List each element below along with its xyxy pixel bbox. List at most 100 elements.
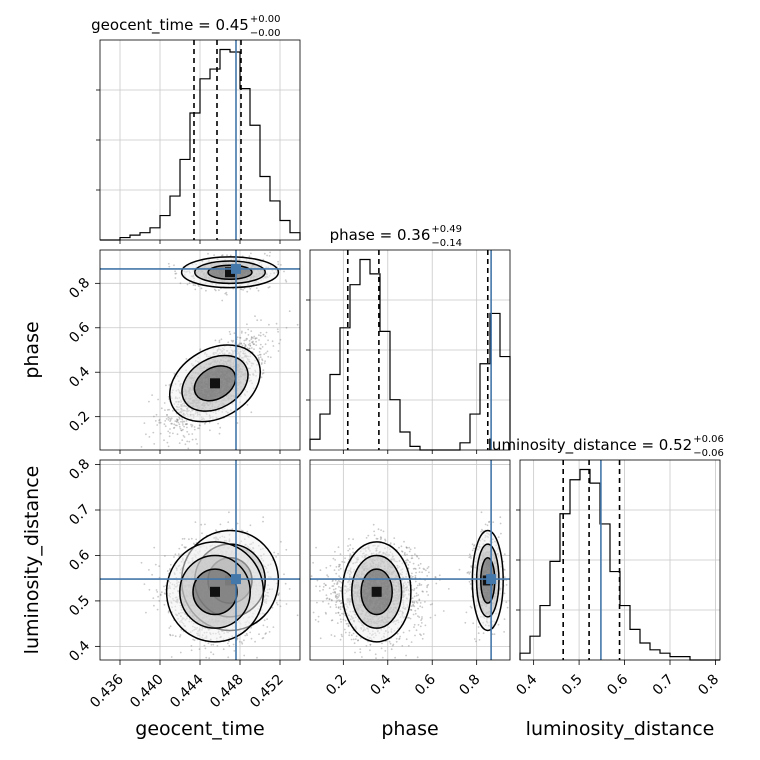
sample-point bbox=[284, 279, 287, 281]
sample-point bbox=[217, 422, 220, 425]
sample-point bbox=[224, 292, 227, 295]
sample-point bbox=[183, 420, 186, 423]
sample-point bbox=[170, 422, 173, 425]
sample-point bbox=[178, 416, 181, 419]
sample-point bbox=[209, 429, 211, 432]
sample-point bbox=[180, 429, 183, 432]
sample-point bbox=[170, 417, 173, 420]
sample-point bbox=[158, 600, 161, 602]
sample-point bbox=[227, 341, 230, 344]
sample-point bbox=[169, 420, 172, 422]
sample-point bbox=[258, 633, 260, 636]
sample-point bbox=[266, 350, 269, 353]
sample-point bbox=[268, 323, 270, 326]
sample-point bbox=[207, 642, 210, 645]
sample-point bbox=[163, 423, 166, 426]
sample-point bbox=[173, 264, 175, 267]
sample-point bbox=[169, 428, 171, 430]
sample-point bbox=[240, 342, 243, 345]
sample-point bbox=[153, 415, 155, 418]
sample-point bbox=[249, 524, 252, 527]
sample-point bbox=[236, 522, 239, 525]
sample-point bbox=[167, 430, 170, 433]
sample-point bbox=[173, 372, 176, 375]
sample-point bbox=[245, 337, 248, 340]
sample-point bbox=[275, 602, 278, 604]
sample-point bbox=[232, 643, 235, 646]
sample-point bbox=[265, 331, 268, 334]
sample-point bbox=[243, 342, 246, 345]
sample-point bbox=[250, 626, 252, 629]
sample-point bbox=[244, 344, 247, 346]
panel-title-luminosity-distance: luminosity_distance = 0.52 bbox=[488, 436, 692, 455]
sample-point bbox=[140, 561, 143, 564]
sample-point bbox=[178, 423, 181, 426]
sample-point bbox=[221, 254, 224, 257]
sample-point bbox=[178, 425, 181, 428]
histogram-luminosity-distance: luminosity_distance = 0.52 +0.06−0.06 bbox=[488, 434, 724, 661]
sample-point bbox=[154, 420, 157, 422]
sample-point bbox=[218, 432, 221, 435]
sample-point bbox=[200, 523, 203, 526]
sample-point bbox=[193, 428, 196, 431]
sample-point bbox=[264, 633, 267, 635]
sample-point bbox=[204, 647, 207, 650]
sample-point bbox=[153, 546, 156, 549]
sample-point bbox=[185, 546, 187, 549]
sample-point bbox=[263, 619, 266, 622]
sample-point bbox=[278, 592, 280, 595]
sample-point bbox=[229, 254, 232, 257]
sample-point bbox=[179, 651, 182, 654]
sample-point bbox=[255, 344, 258, 346]
sample-point bbox=[213, 254, 216, 257]
sample-point bbox=[170, 656, 173, 658]
sample-point bbox=[271, 340, 274, 343]
sample-point bbox=[152, 597, 155, 599]
sample-point bbox=[173, 426, 176, 429]
sample-point bbox=[246, 347, 249, 349]
sample-point bbox=[175, 420, 178, 423]
sample-point bbox=[169, 633, 171, 636]
sample-point bbox=[252, 337, 255, 339]
sample-point bbox=[179, 427, 182, 430]
sample-point bbox=[247, 328, 250, 331]
sample-point bbox=[261, 362, 263, 364]
sample-point bbox=[140, 446, 143, 448]
sample-point bbox=[148, 569, 150, 571]
sample-point bbox=[238, 640, 241, 643]
sample-point bbox=[168, 627, 171, 629]
injection-marker bbox=[231, 263, 241, 274]
title-sup: +0.00 bbox=[250, 14, 281, 25]
sample-point bbox=[250, 338, 253, 341]
sample-point bbox=[260, 363, 263, 365]
sample-point bbox=[185, 423, 188, 426]
sample-point bbox=[193, 426, 196, 428]
sample-point bbox=[243, 639, 245, 642]
sample-point bbox=[181, 418, 184, 421]
sample-point bbox=[163, 592, 166, 595]
sample-point bbox=[174, 270, 177, 273]
sample-point bbox=[167, 262, 170, 265]
sample-point bbox=[250, 336, 253, 338]
sample-point bbox=[197, 285, 200, 287]
sample-point bbox=[262, 637, 265, 639]
sample-point bbox=[283, 270, 285, 273]
sample-point bbox=[265, 632, 267, 635]
panel-title-phase: phase = 0.36 bbox=[330, 226, 431, 244]
sample-point bbox=[239, 336, 241, 339]
sample-point bbox=[277, 330, 279, 333]
sample-point bbox=[148, 436, 151, 438]
sample-point bbox=[216, 645, 219, 647]
sample-point bbox=[168, 384, 171, 386]
sample-point bbox=[254, 338, 257, 340]
sample-point bbox=[255, 337, 258, 340]
panel-title-geocent-time: geocent_time = 0.45 bbox=[91, 16, 249, 35]
sample-point bbox=[200, 287, 203, 290]
sample-point bbox=[204, 523, 206, 526]
sample-point bbox=[173, 427, 175, 429]
sample-point bbox=[279, 338, 282, 341]
sample-point bbox=[164, 425, 167, 428]
sample-point bbox=[190, 645, 193, 647]
sample-point bbox=[153, 604, 155, 607]
